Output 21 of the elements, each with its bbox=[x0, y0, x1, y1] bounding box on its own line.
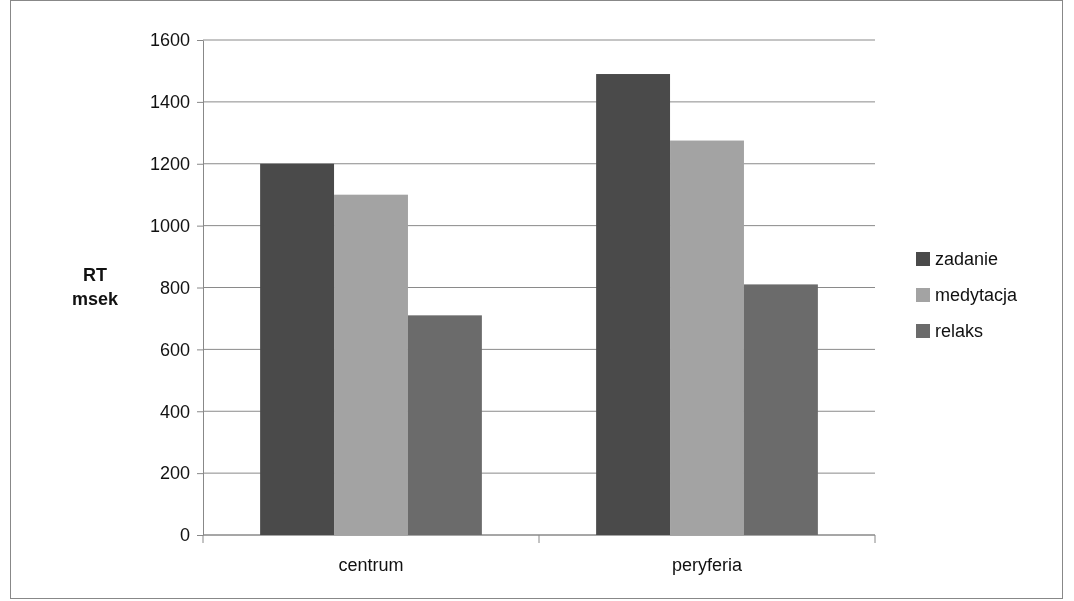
bar bbox=[407, 315, 482, 535]
y-tick-label: 400 bbox=[159, 401, 190, 422]
y-tick-label: 1400 bbox=[149, 92, 190, 113]
bar bbox=[596, 74, 671, 535]
x-tick-label: peryferia bbox=[671, 555, 743, 575]
y-tick-label: 1000 bbox=[149, 215, 190, 236]
y-tick-label: 1200 bbox=[149, 154, 190, 175]
bar bbox=[670, 140, 744, 535]
y-tick-label: 200 bbox=[159, 463, 190, 484]
bar bbox=[743, 284, 818, 535]
legend-label: zadanie bbox=[935, 249, 999, 269]
legend-label: medytacja bbox=[935, 285, 1019, 305]
legend-label: relaks bbox=[935, 321, 984, 341]
bar bbox=[260, 163, 335, 535]
bar bbox=[334, 194, 408, 535]
y-tick-label: 600 bbox=[159, 339, 190, 360]
y-tick-label: 800 bbox=[159, 277, 190, 298]
y-axis-title: RT msek bbox=[71, 265, 119, 309]
y-tick-label: 0 bbox=[179, 525, 190, 546]
y-tick-label: 1600 bbox=[149, 30, 190, 51]
x-tick-label: centrum bbox=[338, 555, 404, 575]
